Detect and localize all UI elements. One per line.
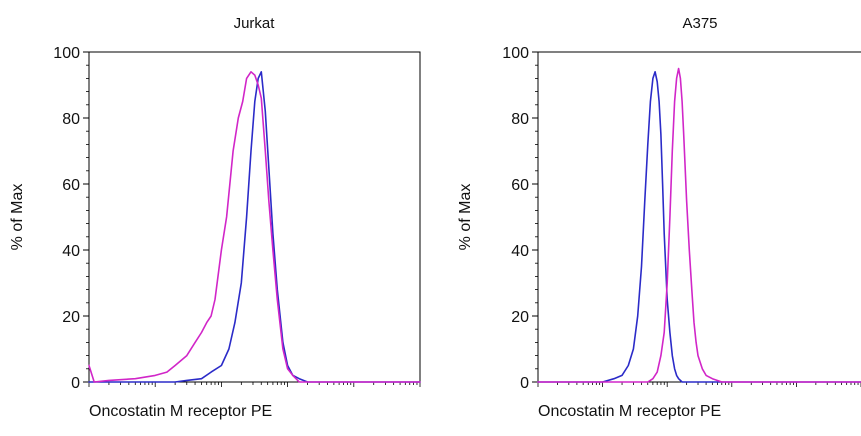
histogram-series-1 — [88, 71, 421, 383]
y-tick-label: 20 — [511, 309, 529, 326]
panel-title: Jurkat — [234, 15, 276, 32]
y-tick-label: 20 — [62, 309, 80, 326]
y-axis-title: % of Max — [9, 184, 26, 251]
y-tick-label: 80 — [62, 111, 80, 128]
y-axis-title: % of Max — [457, 184, 474, 251]
histogram-series-2 — [537, 67, 861, 383]
plot-frame — [537, 51, 861, 383]
y-tick-label: 0 — [520, 375, 529, 392]
x-axis-title: Oncostatin M receptor PE — [89, 403, 272, 420]
series-layer — [537, 67, 861, 383]
series-layer — [88, 71, 421, 383]
y-axis: 0 20 40 60 80 100 — [53, 45, 89, 392]
plot-frame — [88, 51, 421, 383]
y-tick-label: 100 — [502, 45, 529, 62]
y-tick-label: 40 — [511, 243, 529, 260]
y-tick-label: 100 — [53, 45, 80, 62]
histogram-series-1 — [537, 71, 861, 383]
y-tick-label: 60 — [511, 177, 529, 194]
y-tick-label: 0 — [71, 375, 80, 392]
y-tick-label: 40 — [62, 243, 80, 260]
histogram-series-2 — [88, 71, 421, 383]
panel-a375: A375 % of Max Oncostatin M receptor PE 0… — [457, 15, 861, 420]
panel-jurkat: Jurkat % of Max Oncostatin M receptor PE… — [9, 15, 421, 420]
y-axis: 0 20 40 60 80 100 — [502, 45, 538, 392]
y-tick-label: 80 — [511, 111, 529, 128]
x-axis-title: Oncostatin M receptor PE — [538, 403, 721, 420]
panel-title: A375 — [682, 15, 717, 32]
y-tick-label: 60 — [62, 177, 80, 194]
